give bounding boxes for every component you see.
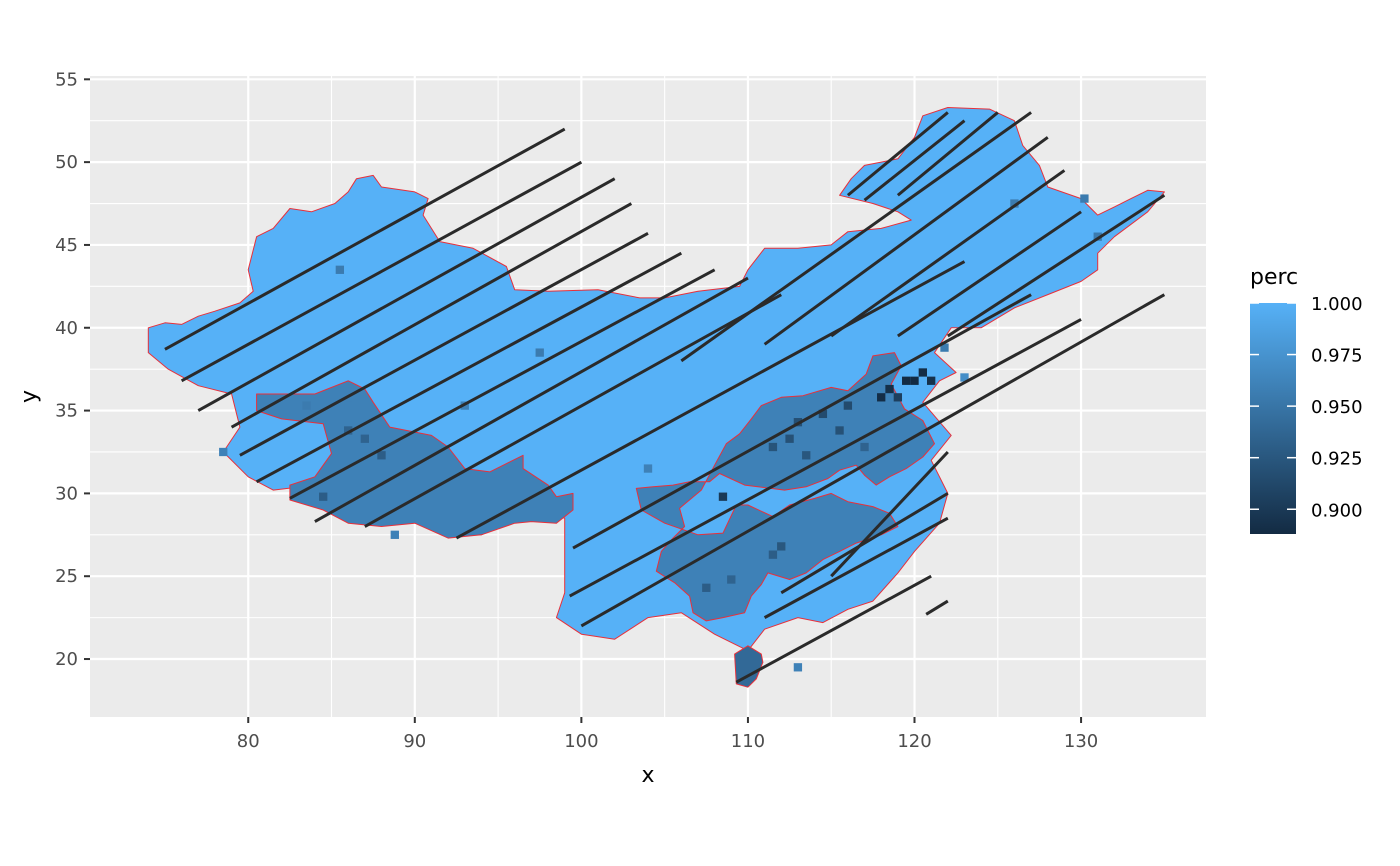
raster-cell bbox=[960, 373, 969, 382]
raster-cell bbox=[702, 583, 711, 592]
raster-cell bbox=[902, 376, 911, 385]
hatch-line bbox=[364, 293, 782, 528]
y-tick-label: 30 bbox=[55, 483, 78, 504]
raster-cell bbox=[1093, 232, 1102, 241]
y-tick-label: 55 bbox=[55, 69, 78, 90]
hatch-line bbox=[289, 268, 716, 500]
raster-cell bbox=[302, 401, 311, 410]
hatch-line bbox=[180, 160, 583, 383]
raster-cell bbox=[802, 451, 811, 460]
raster-cell bbox=[1080, 194, 1089, 203]
x-tick-label: 80 bbox=[237, 731, 260, 752]
hatch-line bbox=[164, 127, 566, 351]
raster-cell bbox=[927, 376, 936, 385]
x-tick-label: 100 bbox=[564, 731, 598, 752]
raster-cell bbox=[918, 368, 927, 377]
legend-break-label: 0.900 bbox=[1311, 500, 1363, 521]
hatch-line bbox=[680, 111, 1032, 363]
raster-cell bbox=[768, 550, 778, 559]
raster-cell bbox=[793, 663, 803, 672]
hatch-line bbox=[580, 293, 1166, 628]
hatch-line bbox=[455, 260, 966, 540]
raster-cell bbox=[777, 542, 786, 551]
raster-cell bbox=[885, 384, 894, 394]
hatch-line bbox=[947, 193, 1166, 338]
raster-cell bbox=[860, 442, 869, 452]
hatch-lines bbox=[164, 111, 1166, 684]
raster-cell bbox=[335, 265, 345, 274]
legend-colorbar bbox=[1250, 303, 1296, 534]
raster-cell bbox=[877, 393, 886, 402]
raster-cell bbox=[319, 492, 328, 501]
raster-cell bbox=[893, 393, 903, 402]
raster-cell bbox=[344, 426, 353, 435]
hatch-line bbox=[735, 574, 932, 684]
hatch-line bbox=[925, 599, 949, 616]
hatch-line bbox=[897, 210, 1082, 338]
y-tick-label: 35 bbox=[55, 401, 78, 422]
raster-cell bbox=[718, 492, 728, 501]
y-axis-ticks: 20 25 30 35 40 45 50 55 bbox=[55, 69, 90, 670]
raster-cell bbox=[535, 348, 544, 357]
legend-break-label: 0.950 bbox=[1311, 397, 1363, 418]
hatch-line bbox=[863, 119, 966, 202]
y-tick-label: 20 bbox=[55, 649, 78, 670]
x-tick-label: 120 bbox=[897, 731, 931, 752]
raster-cell bbox=[1010, 199, 1019, 208]
raster-cell bbox=[910, 376, 919, 385]
raster-cell bbox=[835, 426, 844, 435]
hatch-line bbox=[846, 111, 949, 197]
y-tick-label: 50 bbox=[55, 152, 78, 173]
x-axis-title: x bbox=[641, 763, 654, 788]
legend-break-label: 0.925 bbox=[1311, 449, 1363, 470]
x-axis-ticks: 80 90 100 110 120 130 bbox=[237, 717, 1098, 752]
region-polygon bbox=[256, 380, 574, 539]
raster-cell bbox=[390, 530, 399, 539]
hatch-line bbox=[239, 232, 649, 457]
legend-break-label: 1.000 bbox=[1311, 294, 1363, 315]
x-tick-label: 110 bbox=[731, 731, 765, 752]
hatch-line bbox=[255, 251, 683, 484]
hatch-line bbox=[830, 450, 949, 578]
hatch-line bbox=[572, 293, 1032, 550]
y-tick-label: 45 bbox=[55, 235, 78, 256]
hatch-line bbox=[896, 111, 999, 197]
y-tick-label: 25 bbox=[55, 566, 78, 587]
raster-cell bbox=[377, 451, 386, 460]
raster-cell bbox=[785, 434, 794, 443]
y-tick-label: 40 bbox=[55, 318, 78, 339]
raster-cell bbox=[768, 442, 778, 452]
cells bbox=[219, 194, 1102, 672]
hatch-line bbox=[197, 177, 616, 412]
hatch-line bbox=[763, 516, 949, 619]
raster-cell bbox=[219, 447, 228, 457]
raster-cell bbox=[360, 434, 369, 443]
hatch-line bbox=[780, 492, 949, 595]
raster-cell bbox=[643, 464, 653, 473]
map-layer bbox=[147, 107, 1166, 688]
hatch-line bbox=[763, 136, 1049, 346]
hatch-line bbox=[568, 318, 1082, 598]
legend: perc 1.000 0.975 0.950 0.925 0.900 bbox=[1250, 265, 1363, 534]
raster-cell bbox=[843, 401, 853, 410]
y-axis-title: y bbox=[17, 390, 42, 403]
x-tick-label: 90 bbox=[403, 731, 426, 752]
hatch-line bbox=[314, 276, 749, 523]
legend-break-label: 0.975 bbox=[1311, 346, 1363, 367]
x-tick-label: 130 bbox=[1064, 731, 1098, 752]
raster-cell bbox=[344, 401, 353, 410]
hatch-line bbox=[230, 202, 633, 429]
legend-title: perc bbox=[1250, 265, 1298, 290]
hatch-line bbox=[830, 169, 1066, 338]
legend-breaks: 1.000 0.975 0.950 0.925 0.900 bbox=[1250, 294, 1363, 521]
raster-cell bbox=[818, 409, 828, 419]
raster-cell bbox=[727, 575, 736, 584]
raster-cell bbox=[940, 343, 949, 352]
